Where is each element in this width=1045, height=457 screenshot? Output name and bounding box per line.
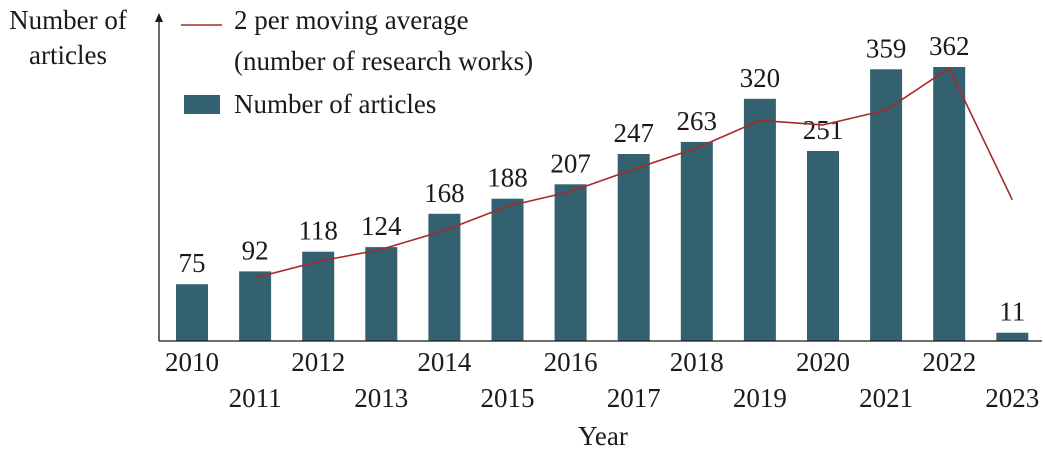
bar-2019 (743, 98, 776, 341)
x-tick-2014: 2014 (417, 347, 472, 377)
bar-2012 (302, 251, 335, 341)
bar-2017 (617, 154, 650, 341)
y-axis-label-line-2: articles (29, 40, 107, 70)
bars-layer (176, 67, 1029, 342)
legend: 2 per moving average (number of research… (181, 5, 533, 119)
legend-bar-label: Number of articles (234, 89, 436, 119)
x-tick-2023: 2023 (985, 383, 1039, 413)
y-axis-label: Number of articles (9, 5, 127, 70)
bar-2010 (176, 284, 208, 341)
value-label-2020: 251 (803, 115, 844, 145)
value-label-2019: 320 (740, 63, 781, 93)
bar-2018 (680, 141, 713, 341)
value-label-2018: 263 (677, 106, 718, 136)
x-tick-2010: 2010 (165, 347, 219, 377)
legend-line-label-line-2: (number of research works) (234, 46, 533, 76)
value-label-2017: 247 (613, 118, 654, 148)
axes (155, 13, 1042, 342)
bar-2023 (996, 332, 1029, 341)
bar-2011 (239, 271, 272, 341)
bar-2016 (554, 184, 587, 341)
bar-2014 (428, 213, 461, 341)
x-axis-label: Year (578, 421, 628, 451)
x-tick-2012: 2012 (291, 347, 345, 377)
x-tick-2015: 2015 (481, 383, 535, 413)
bar-2021 (870, 69, 903, 342)
value-label-2015: 188 (487, 163, 528, 193)
x-tick-2016: 2016 (544, 347, 598, 377)
moving-average-line (254, 67, 1014, 279)
x-tick-2017: 2017 (607, 383, 661, 413)
x-tick-labels: 2010 2011 2012 2013 2014 2015 2016 2017 2018 2019… (165, 347, 1039, 413)
legend-bar-swatch (184, 95, 220, 114)
x-tick-2019: 2019 (733, 383, 787, 413)
x-tick-2011: 2011 (229, 383, 282, 413)
value-label-2022: 362 (929, 31, 970, 61)
value-label-2011: 92 (242, 235, 269, 265)
value-label-2021: 359 (866, 33, 907, 63)
x-tick-2021: 2021 (859, 383, 913, 413)
value-label-2010: 75 (179, 248, 206, 278)
bar-2013 (365, 247, 398, 341)
y-axis-label-line-1: Number of (9, 5, 127, 35)
bar-2020 (807, 151, 839, 341)
value-label-2016: 207 (550, 148, 591, 178)
moving-average-layer (254, 67, 1014, 279)
value-labels-layer: 75 92 118 124 168 188 207 247 263 320 251 359 362 11 (179, 31, 1026, 327)
x-tick-2013: 2013 (354, 383, 408, 413)
bar-2022 (933, 67, 966, 341)
y-axis-arrow (155, 13, 163, 22)
x-tick-2018: 2018 (670, 347, 724, 377)
x-tick-2022: 2022 (922, 347, 976, 377)
value-label-2012: 118 (298, 216, 338, 246)
bar-2015 (491, 198, 524, 341)
value-label-2013: 124 (361, 211, 402, 241)
x-tick-2020: 2020 (796, 347, 850, 377)
value-label-2014: 168 (424, 178, 465, 208)
legend-line-label-line-1: 2 per moving average (234, 5, 469, 35)
value-label-2023: 11 (999, 297, 1025, 327)
